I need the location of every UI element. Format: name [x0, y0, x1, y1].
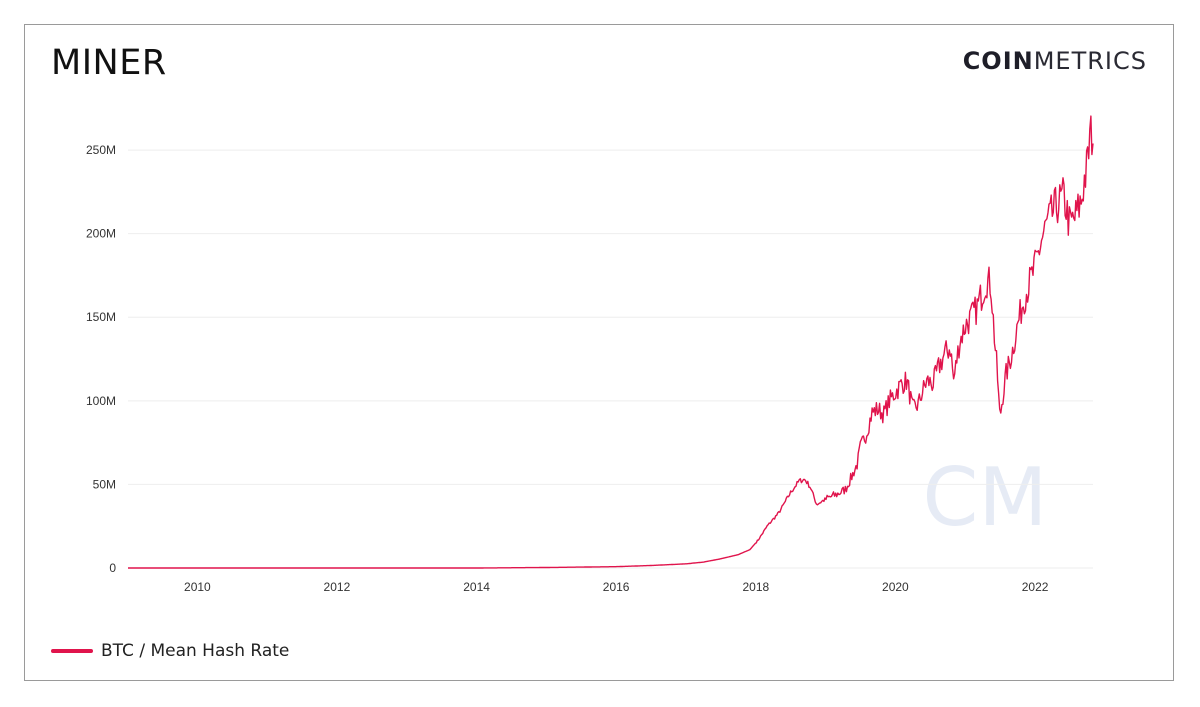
x-tick-label: 2012: [324, 580, 351, 594]
grid-lines: [128, 149, 1093, 569]
y-tick-label: 250M: [86, 143, 116, 157]
y-axis: 0 50M 100M 150M 200M 250M: [86, 143, 116, 575]
legend-label: BTC / Mean Hash Rate: [101, 641, 290, 661]
legend-swatch: [51, 649, 93, 653]
x-tick-label: 2010: [184, 580, 211, 594]
y-tick-label: 50M: [93, 477, 116, 491]
brand-logo: COINMETRICS: [963, 47, 1147, 75]
y-tick-label: 200M: [86, 227, 116, 241]
y-tick-label: 0: [109, 561, 116, 575]
x-tick-label: 2014: [463, 580, 490, 594]
y-tick-label: 150M: [86, 310, 116, 324]
page-title: MINER: [51, 43, 167, 83]
series-line-btc-mean-hash-rate: [128, 115, 1094, 569]
hash-rate-chart: CM 0 50M 100M 150M 200M 250M 2010 2012 2014 2016…: [86, 115, 1094, 594]
x-tick-label: 2020: [882, 580, 909, 594]
watermark-logo: CM: [923, 451, 1048, 544]
chart-frame: MINER COINMETRICS CM 0 50M 100M 150M 200M 250…: [24, 24, 1174, 681]
x-axis: 2010 2012 2014 2016 2018 2020 2022: [184, 580, 1049, 594]
x-tick-label: 2016: [603, 580, 630, 594]
y-tick-label: 100M: [86, 394, 116, 408]
brand-light: METRICS: [1033, 47, 1147, 75]
x-tick-label: 2018: [743, 580, 770, 594]
x-tick-label: 2022: [1022, 580, 1049, 594]
legend: BTC / Mean Hash Rate: [51, 641, 289, 661]
brand-bold: COIN: [962, 47, 1034, 75]
